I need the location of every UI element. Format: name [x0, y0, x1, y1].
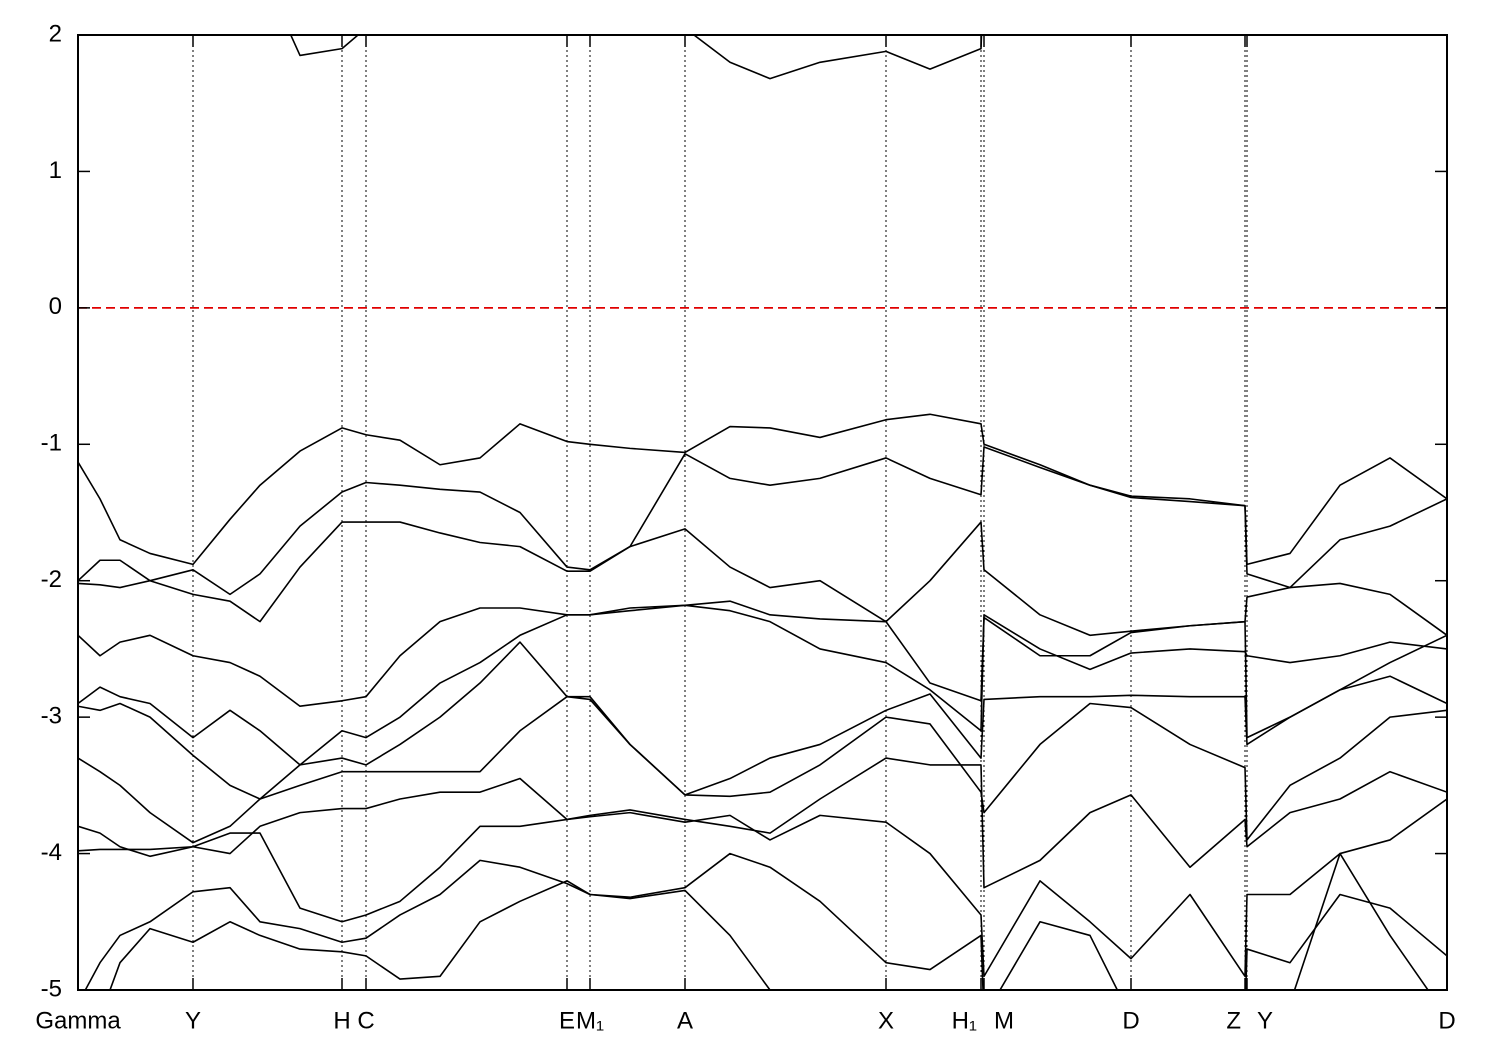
x-tick-label: H — [333, 1007, 350, 1034]
band-line — [78, 798, 1447, 978]
band-layer — [78, 35, 1447, 990]
band-line — [78, 641, 1447, 844]
band-line — [78, 600, 1447, 766]
x-tick-label: H₁ — [952, 1007, 977, 1034]
y-tick-label: -2 — [41, 566, 62, 593]
y-tick-label: -3 — [41, 702, 62, 729]
band-line — [109, 852, 1429, 990]
y-tick-label: 1 — [49, 157, 62, 184]
x-tick-label: A — [677, 1007, 693, 1034]
grid-layer — [77, 35, 1448, 990]
band-line — [78, 604, 1447, 732]
y-tick-label: -1 — [41, 430, 62, 457]
band-line — [289, 35, 983, 80]
band-line — [78, 757, 1447, 889]
band-line — [78, 413, 1447, 566]
x-tick-label: Gamma — [35, 1007, 121, 1034]
x-tick-label: E — [559, 1007, 575, 1034]
x-tick-label: C — [357, 1007, 374, 1034]
x-tick-label: Y — [1257, 1007, 1273, 1034]
x-tick-label: X — [878, 1007, 894, 1034]
x-tick-label: M — [994, 1007, 1014, 1034]
plot-frame — [77, 34, 1448, 991]
x-tick-label: Y — [185, 1007, 201, 1034]
band-line — [84, 852, 1447, 990]
band-line — [78, 521, 1447, 637]
y-tick-label: 2 — [49, 20, 62, 47]
x-tick-label: M₁ — [576, 1007, 604, 1034]
x-tick-label: D — [1122, 1007, 1139, 1034]
y-tick-label: 0 — [49, 293, 62, 320]
x-tick-label: Z — [1226, 1007, 1241, 1034]
y-tick-label: -5 — [41, 975, 62, 1002]
band-line — [78, 446, 1447, 596]
x-tick-label: D — [1438, 1007, 1455, 1034]
y-tick-label: -4 — [41, 839, 62, 866]
